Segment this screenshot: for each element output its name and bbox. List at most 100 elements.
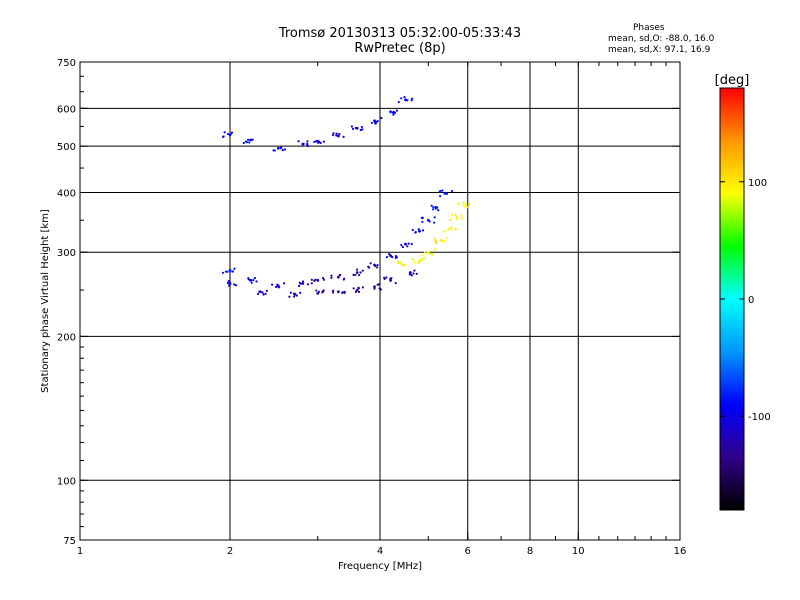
data-point	[360, 125, 364, 129]
data-point	[314, 278, 317, 281]
data-point	[251, 138, 254, 141]
data-point	[277, 284, 280, 287]
data-point	[400, 243, 403, 247]
data-point	[385, 255, 389, 259]
data-point	[310, 282, 313, 285]
x-tick-label: 1	[77, 546, 83, 557]
data-point	[439, 238, 443, 242]
data-point	[233, 283, 236, 286]
data-point	[462, 204, 466, 208]
data-point	[262, 293, 265, 296]
data-point	[359, 271, 362, 274]
data-point	[415, 272, 418, 275]
data-point	[352, 273, 355, 276]
data-point	[275, 285, 278, 289]
data-point	[299, 291, 302, 294]
data-point	[301, 282, 305, 285]
data-point	[373, 287, 376, 290]
data-point	[226, 270, 229, 273]
data-point	[417, 228, 420, 231]
data-point	[407, 242, 410, 245]
data-point	[394, 281, 397, 285]
x-tick-label: 4	[377, 546, 383, 557]
data-point	[434, 205, 437, 209]
data-point	[281, 149, 284, 152]
data-point	[454, 213, 457, 217]
data-point	[438, 194, 442, 198]
data-point	[443, 230, 446, 233]
y-tick-label: 300	[57, 248, 76, 259]
x-tick-label: 2	[227, 546, 233, 557]
data-point	[420, 257, 423, 261]
data-point	[406, 99, 409, 102]
data-point	[293, 295, 296, 298]
data-point	[451, 213, 454, 216]
data-point	[376, 119, 379, 123]
data-point	[394, 254, 398, 258]
data-point	[376, 263, 379, 267]
data-point	[228, 282, 232, 286]
data-point	[332, 289, 335, 292]
data-point	[318, 140, 321, 143]
data-point	[258, 290, 261, 293]
data-point	[445, 192, 449, 195]
data-point	[229, 133, 232, 136]
data-point	[373, 285, 376, 289]
colorbar-ticks: 100 0 -100	[720, 178, 771, 423]
data-point	[369, 262, 372, 265]
data-point	[252, 279, 255, 282]
data-point	[373, 121, 377, 124]
phases-legend-o-mode: mean, sd,O: -88.0, 16.0	[608, 34, 715, 44]
data-point	[411, 228, 414, 232]
data-point	[229, 270, 232, 273]
data-point	[431, 253, 434, 256]
data-point	[433, 248, 436, 251]
data-point	[354, 273, 357, 277]
data-point	[227, 279, 230, 283]
data-point	[357, 287, 360, 290]
data-point	[297, 140, 300, 143]
data-point	[246, 141, 249, 144]
chart-subtitle: RwPretec (8p)	[354, 41, 446, 56]
data-point	[316, 278, 320, 282]
data-point	[354, 290, 357, 293]
data-point	[231, 270, 235, 273]
data-point	[421, 229, 425, 232]
data-point	[404, 243, 407, 246]
data-point	[317, 290, 321, 293]
data-point	[433, 216, 436, 219]
data-point	[443, 240, 446, 243]
data-point	[468, 202, 471, 206]
data-point	[250, 281, 253, 284]
data-point	[376, 283, 379, 286]
data-point	[367, 266, 371, 269]
data-point	[409, 272, 412, 275]
data-point	[297, 284, 301, 288]
data-point	[221, 271, 225, 274]
data-point	[455, 215, 459, 219]
x-tick-label: 6	[465, 546, 471, 557]
data-point	[466, 206, 469, 209]
data-point	[355, 271, 359, 274]
data-point	[282, 282, 286, 285]
data-point	[230, 131, 234, 134]
data-point	[342, 277, 346, 280]
data-point	[462, 201, 465, 204]
data-point	[430, 252, 433, 256]
data-point	[234, 284, 238, 287]
data-point	[457, 203, 460, 206]
data-point	[233, 267, 236, 270]
data-point	[441, 240, 444, 243]
data-point	[224, 270, 228, 273]
y-tick-label: 100	[57, 476, 76, 487]
data-point	[248, 141, 251, 144]
data-point	[299, 282, 302, 285]
data-point	[450, 227, 453, 230]
data-point	[315, 289, 318, 292]
data-point	[412, 272, 415, 275]
y-tick-label: 600	[57, 104, 76, 115]
data-point	[272, 149, 275, 152]
data-point	[249, 278, 253, 282]
x-tick-label: 8	[527, 546, 533, 557]
